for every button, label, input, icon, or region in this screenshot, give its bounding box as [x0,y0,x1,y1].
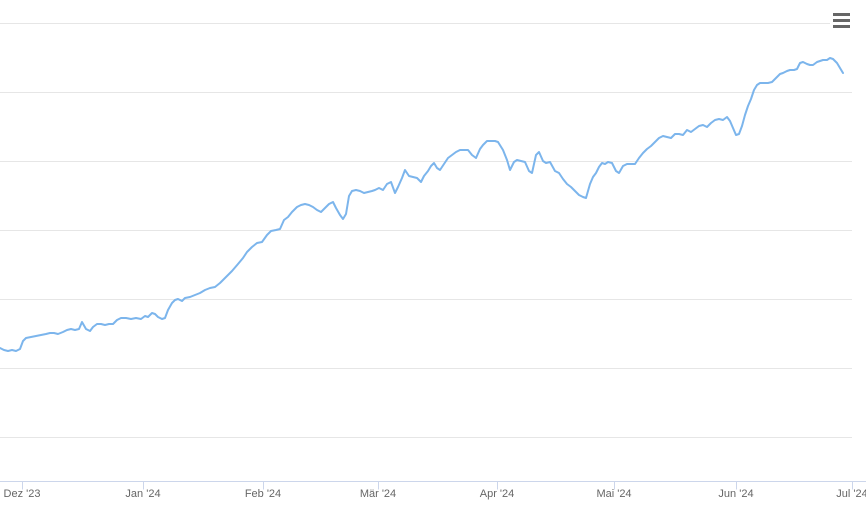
hamburger-bar [833,25,850,28]
hamburger-menu-icon [830,9,854,28]
price-line-series[interactable] [0,57,844,352]
hamburger-bar [833,19,850,22]
chart-context-menu-button[interactable] [830,9,854,31]
hamburger-bar [833,13,850,16]
